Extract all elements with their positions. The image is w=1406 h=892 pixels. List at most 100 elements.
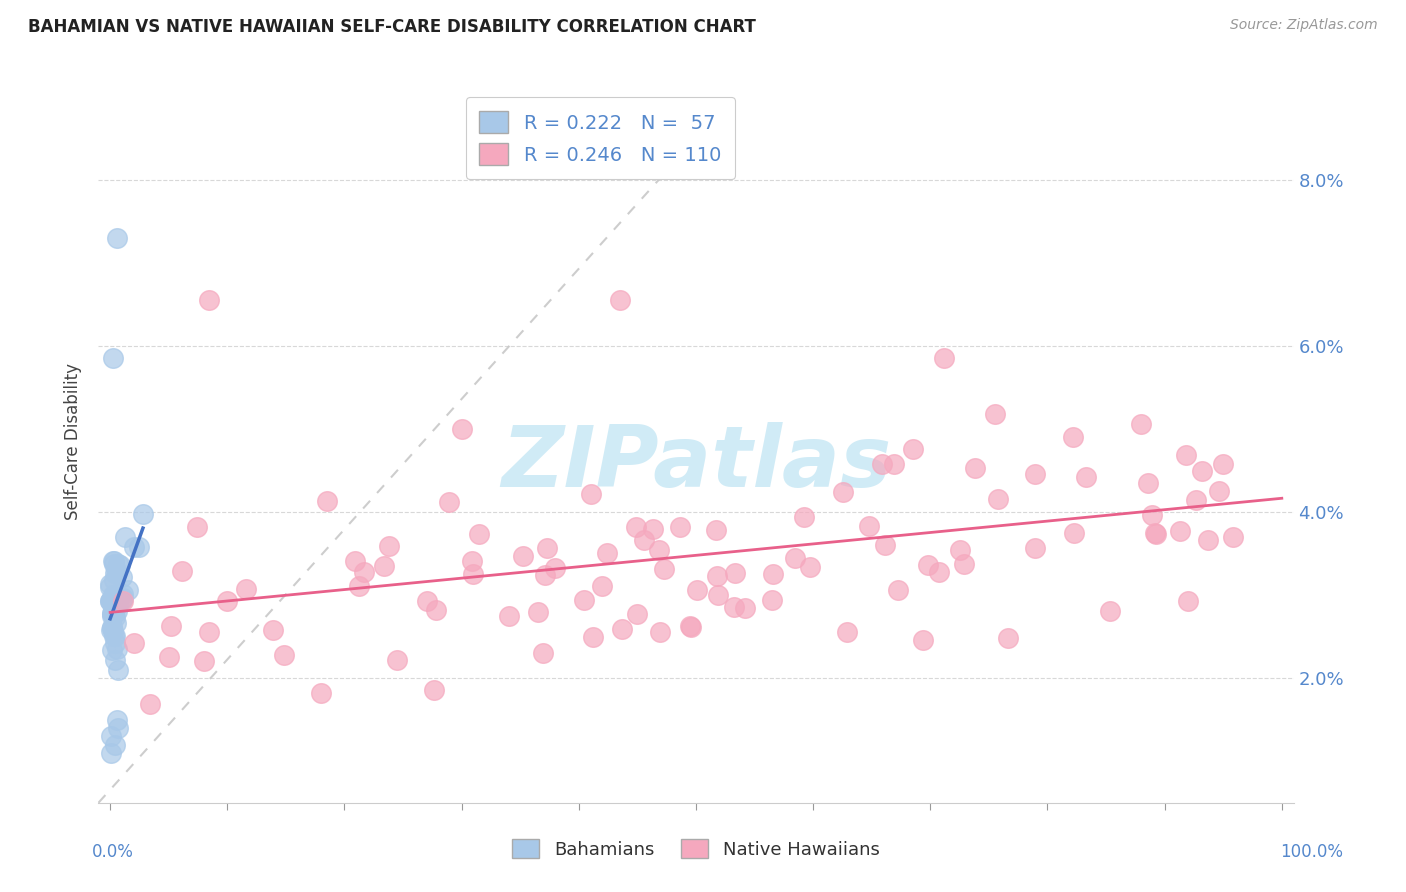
Point: [104, 566, 127, 581]
Point: [343, 554, 366, 568]
Point: [104, 610, 127, 624]
Point: [98, 594, 121, 608]
Point: [1137, 475, 1160, 490]
Point: [837, 625, 859, 640]
Point: [1024, 541, 1046, 556]
Point: [461, 554, 484, 568]
Point: [536, 541, 558, 555]
Point: [111, 570, 134, 584]
Point: [111, 593, 134, 607]
Point: [870, 457, 893, 471]
Point: [610, 622, 633, 636]
Point: [122, 540, 145, 554]
Point: [785, 550, 807, 565]
Point: [1063, 525, 1085, 540]
Point: [1197, 533, 1219, 547]
Point: [654, 562, 676, 576]
Point: [831, 485, 853, 500]
Point: [581, 487, 603, 501]
Point: [984, 408, 1007, 422]
Point: [98, 577, 121, 591]
Point: [373, 559, 395, 574]
Point: [197, 293, 219, 308]
Point: [128, 540, 150, 554]
Point: [1212, 457, 1234, 471]
Point: [114, 529, 136, 543]
Point: [100, 746, 122, 760]
Point: [648, 625, 671, 640]
Point: [762, 566, 785, 581]
Point: [761, 593, 783, 607]
Text: ZIPatlas: ZIPatlas: [501, 422, 891, 505]
Legend: Bahamians, Native Hawaiians: Bahamians, Native Hawaiians: [505, 832, 887, 866]
Point: [107, 557, 129, 571]
Point: [734, 600, 756, 615]
Point: [101, 620, 124, 634]
Point: [122, 636, 145, 650]
Point: [101, 606, 124, 620]
Point: [450, 422, 472, 436]
Point: [439, 495, 461, 509]
Point: [105, 604, 128, 618]
Point: [668, 520, 690, 534]
Point: [799, 560, 821, 574]
Point: [378, 539, 401, 553]
Point: [1024, 467, 1046, 482]
Point: [101, 643, 124, 657]
Point: [103, 593, 125, 607]
Point: [647, 542, 669, 557]
Point: [172, 564, 194, 578]
Point: [107, 721, 129, 735]
Point: [932, 351, 955, 366]
Point: [858, 519, 880, 533]
Text: Source: ZipAtlas.com: Source: ZipAtlas.com: [1230, 18, 1378, 32]
Point: [526, 605, 548, 619]
Point: [105, 615, 128, 630]
Point: [901, 442, 924, 457]
Point: [591, 578, 613, 592]
Point: [105, 713, 128, 727]
Point: [353, 566, 375, 580]
Point: [704, 523, 727, 537]
Point: [1130, 417, 1153, 431]
Point: [103, 573, 125, 587]
Point: [101, 591, 124, 606]
Point: [595, 546, 617, 560]
Point: [160, 619, 183, 633]
Point: [643, 523, 665, 537]
Point: [104, 653, 127, 667]
Point: [107, 592, 129, 607]
Point: [108, 558, 131, 573]
Point: [100, 593, 122, 607]
Point: [574, 593, 596, 607]
Point: [1177, 594, 1199, 608]
Point: [467, 526, 489, 541]
Point: [347, 579, 370, 593]
Point: [101, 621, 124, 635]
Point: [105, 231, 128, 245]
Point: [1144, 527, 1167, 541]
Point: [707, 588, 730, 602]
Point: [706, 569, 728, 583]
Point: [273, 648, 295, 663]
Point: [624, 520, 647, 534]
Text: BAHAMIAN VS NATIVE HAWAIIAN SELF-CARE DISABILITY CORRELATION CHART: BAHAMIAN VS NATIVE HAWAIIAN SELF-CARE DI…: [28, 18, 756, 36]
Point: [101, 609, 124, 624]
Point: [425, 602, 447, 616]
Point: [724, 566, 747, 581]
Point: [104, 564, 127, 578]
Point: [512, 549, 534, 564]
Point: [112, 594, 135, 608]
Point: [1074, 469, 1097, 483]
Point: [544, 561, 567, 575]
Point: [1191, 464, 1213, 478]
Point: [633, 533, 655, 548]
Point: [103, 557, 125, 571]
Point: [104, 738, 127, 752]
Point: [582, 630, 605, 644]
Point: [103, 629, 125, 643]
Point: [104, 602, 127, 616]
Point: [873, 538, 896, 552]
Point: [626, 607, 648, 621]
Point: [105, 641, 128, 656]
